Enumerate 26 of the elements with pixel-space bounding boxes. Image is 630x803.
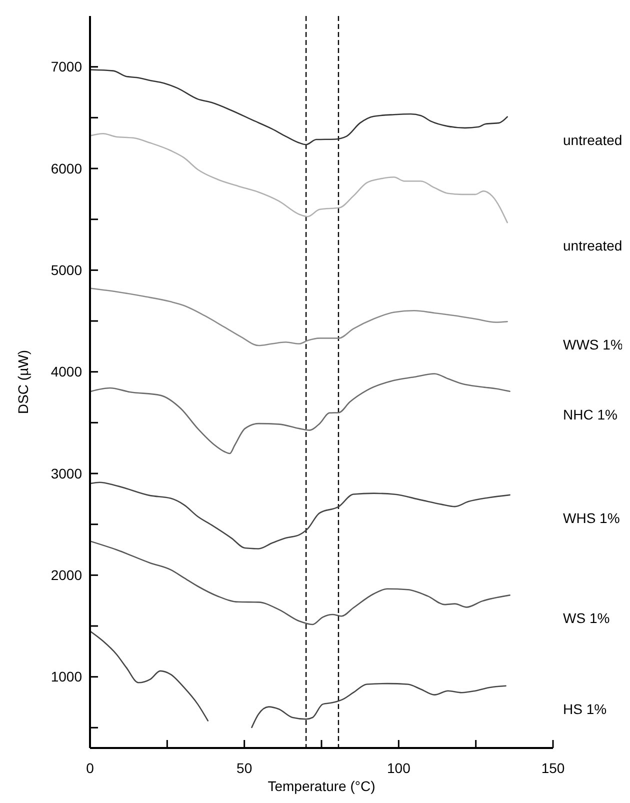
text: untreated: [563, 238, 622, 254]
line-series: [90, 132, 508, 224]
x-tick-label: 0: [86, 760, 94, 776]
y-tick-label: 1000: [50, 668, 82, 685]
text: WS 1%: [563, 610, 610, 626]
y-tick-label: 3000: [50, 465, 82, 482]
line-series: [90, 482, 510, 550]
y-tick-label: 7000: [50, 58, 82, 75]
y-tick-label: 6000: [50, 160, 82, 176]
text: HS 1%: [563, 700, 607, 717]
line-series: [90, 69, 508, 146]
line-series: [90, 373, 510, 454]
x-tick-label: 150: [541, 760, 565, 776]
x-axis-title: Temperature (°C): [268, 778, 376, 794]
y-tick-label: 2000: [50, 567, 82, 584]
text: WHS 1%: [563, 510, 620, 526]
y-tick-label: 4000: [50, 364, 82, 380]
x-tick-label: 100: [386, 760, 411, 776]
text: NHC 1%: [563, 406, 618, 422]
y-axis-title: DSC (µW): [15, 350, 31, 414]
text: WWS 1%: [563, 336, 623, 353]
y-tick-label: 5000: [50, 262, 82, 278]
text: untreated: [563, 132, 622, 148]
line-series: [90, 288, 508, 346]
x-tick-label: 50: [236, 760, 252, 776]
line-series: [90, 540, 510, 626]
